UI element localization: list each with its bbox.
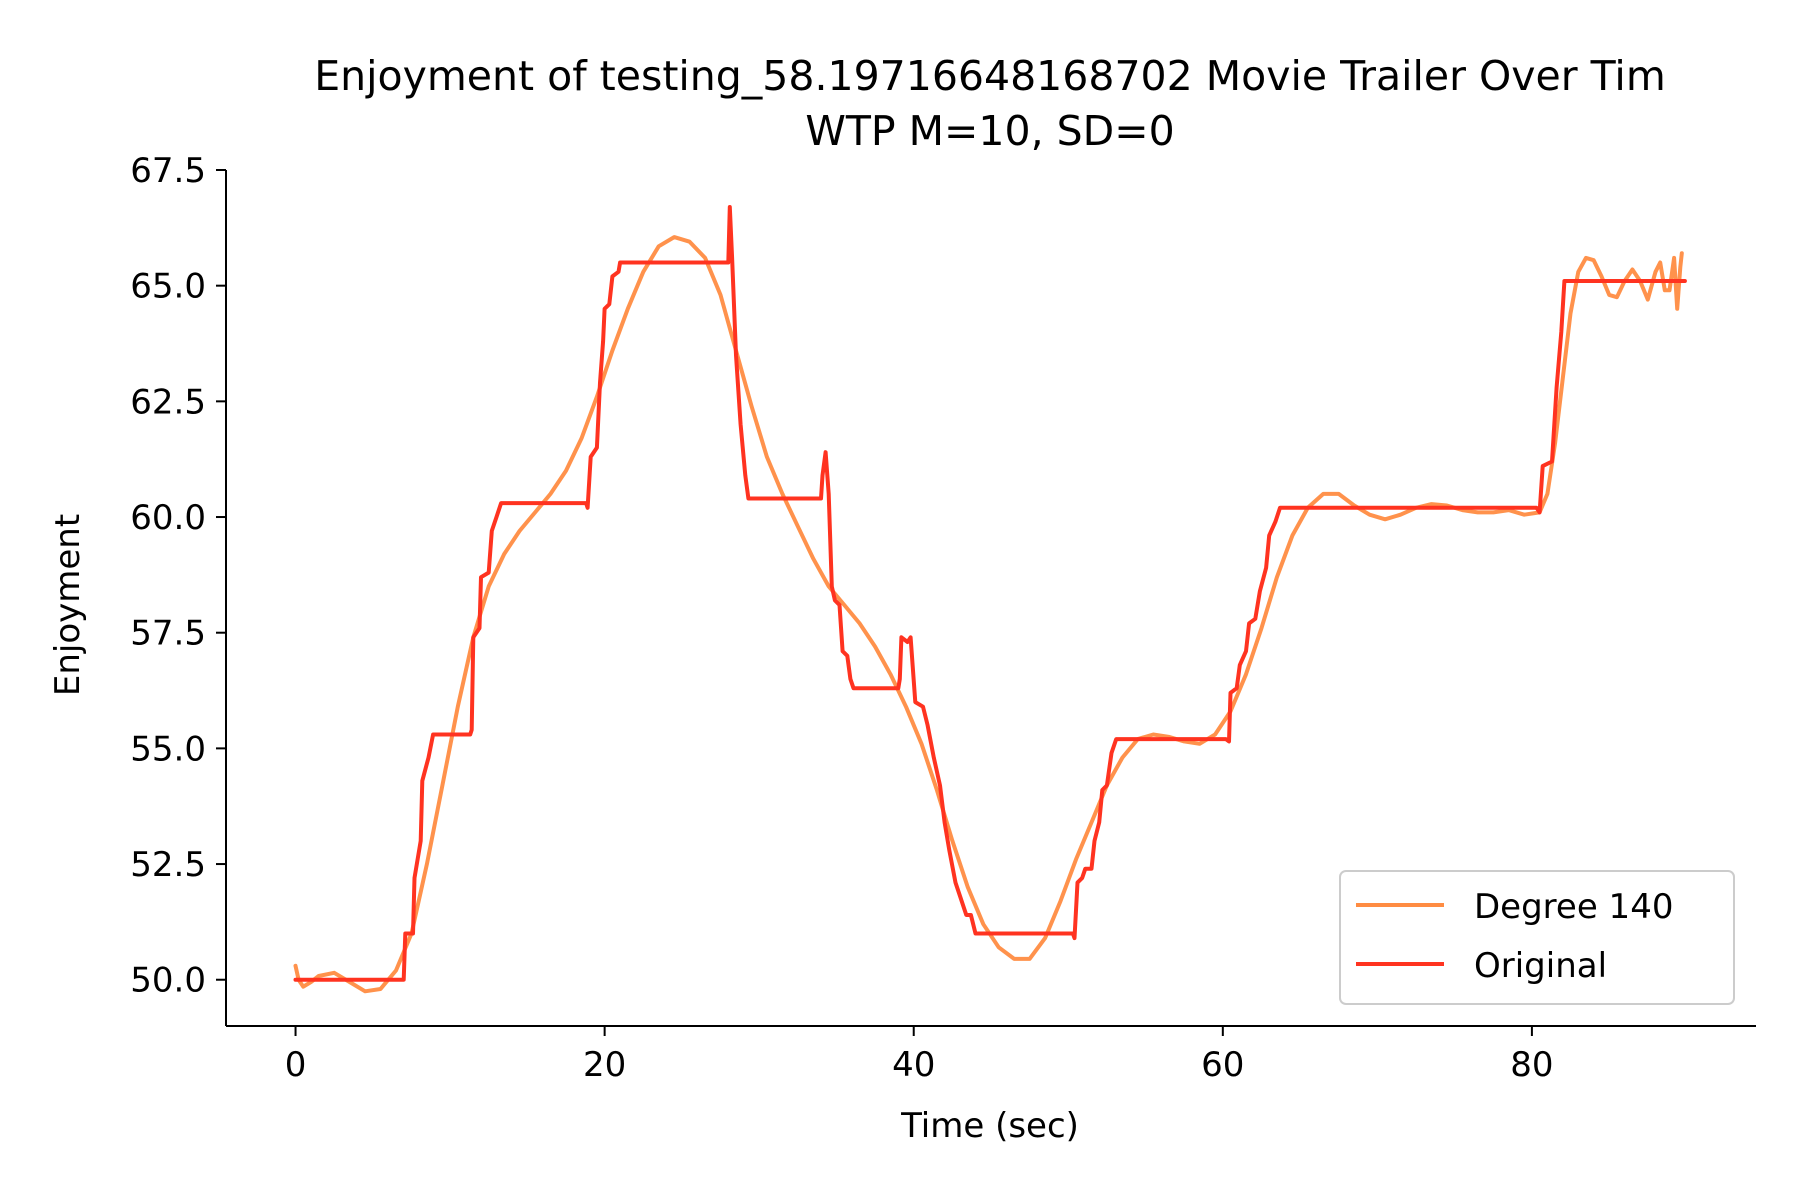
y-tick-label: 57.5 — [130, 614, 206, 654]
chart-subtitle: WTP M=10, SD=0 — [805, 107, 1174, 155]
y-tick-label: 67.5 — [130, 151, 206, 191]
legend: Degree 140 Original — [1339, 870, 1735, 1005]
x-tick-label: 20 — [583, 1045, 626, 1085]
x-axis-label: Time (sec) — [900, 1106, 1079, 1146]
x-tick-label: 80 — [1510, 1045, 1553, 1085]
y-tick-label: 62.5 — [130, 382, 206, 422]
series-line-original — [293, 205, 1687, 982]
y-tick-label: 52.5 — [130, 845, 206, 885]
y-tick-label: 55.0 — [130, 729, 206, 769]
chart-title: Enjoyment of testing_58.19716648168702 M… — [314, 52, 1666, 100]
y-tick-label: 50.0 — [130, 961, 206, 1001]
y-tick-label: 60.0 — [130, 498, 206, 538]
x-tick-label: 0 — [285, 1045, 307, 1085]
legend-label-original: Original — [1474, 946, 1607, 986]
y-tick-label: 65.0 — [130, 267, 206, 307]
legend-label-degree-140: Degree 140 — [1474, 887, 1673, 927]
x-tick-label: 60 — [1201, 1045, 1244, 1085]
y-axis-label: Enjoyment — [48, 514, 88, 696]
series-line-degree-140 — [293, 235, 1684, 994]
x-tick-label: 40 — [892, 1045, 935, 1085]
